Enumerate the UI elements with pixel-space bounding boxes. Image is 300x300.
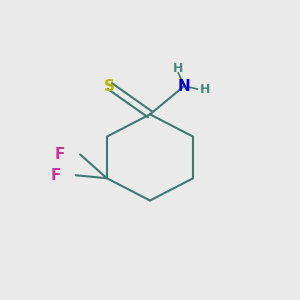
Text: H: H — [173, 62, 183, 75]
Text: S: S — [104, 79, 116, 94]
Text: F: F — [50, 168, 61, 183]
Text: F: F — [55, 147, 65, 162]
Text: H: H — [200, 82, 210, 96]
Text: N: N — [178, 79, 190, 94]
